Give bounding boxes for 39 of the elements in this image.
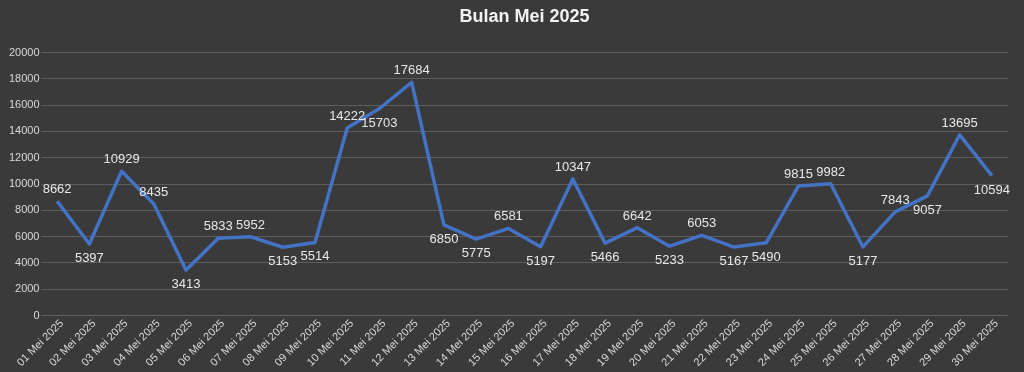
y-tick-label: 20000	[8, 45, 40, 58]
data-label: 5514	[300, 248, 330, 264]
data-label: 5833	[203, 218, 233, 234]
y-tick-label: 6000	[15, 229, 40, 242]
y-tick-label: 16000	[8, 98, 40, 111]
y-tick-label: 8000	[15, 203, 40, 216]
data-label: 5153	[268, 253, 298, 269]
data-label: 5775	[461, 245, 491, 261]
chart-title: Bulan Mei 2025	[459, 6, 590, 26]
data-label: 6850	[429, 230, 459, 246]
data-label: 3413	[171, 276, 201, 292]
data-label: 10347	[554, 158, 591, 174]
data-label: 5233	[655, 252, 685, 268]
y-tick-label: 4000	[15, 255, 40, 268]
data-label: 7843	[880, 191, 910, 207]
data-label: 9815	[784, 165, 813, 181]
data-label: 5197	[526, 252, 556, 268]
data-label: 10929	[103, 151, 140, 167]
data-label: 8662	[42, 181, 72, 197]
data-label: 6642	[622, 207, 652, 223]
y-tick-label: 0	[33, 308, 40, 321]
data-label: 5466	[590, 249, 620, 265]
data-label: 9982	[816, 163, 846, 179]
y-tick-label: 10000	[8, 177, 40, 189]
data-label: 5177	[848, 252, 878, 268]
y-tick-label: 2000	[15, 282, 40, 295]
data-label: 5397	[74, 250, 104, 266]
data-label: 13695	[941, 114, 978, 130]
y-tick-label: 12000	[8, 150, 40, 163]
data-label: 5952	[236, 216, 265, 232]
data-label: 10594	[973, 181, 1010, 197]
data-label: 9057	[912, 201, 942, 217]
data-label: 17684	[393, 62, 430, 78]
data-label: 5167	[719, 253, 749, 269]
y-tick-label: 18000	[8, 71, 40, 84]
y-tick-label: 14000	[8, 124, 40, 137]
data-label: 5490	[751, 248, 781, 264]
data-label: 6581	[493, 208, 523, 224]
data-label: 6053	[687, 215, 717, 231]
